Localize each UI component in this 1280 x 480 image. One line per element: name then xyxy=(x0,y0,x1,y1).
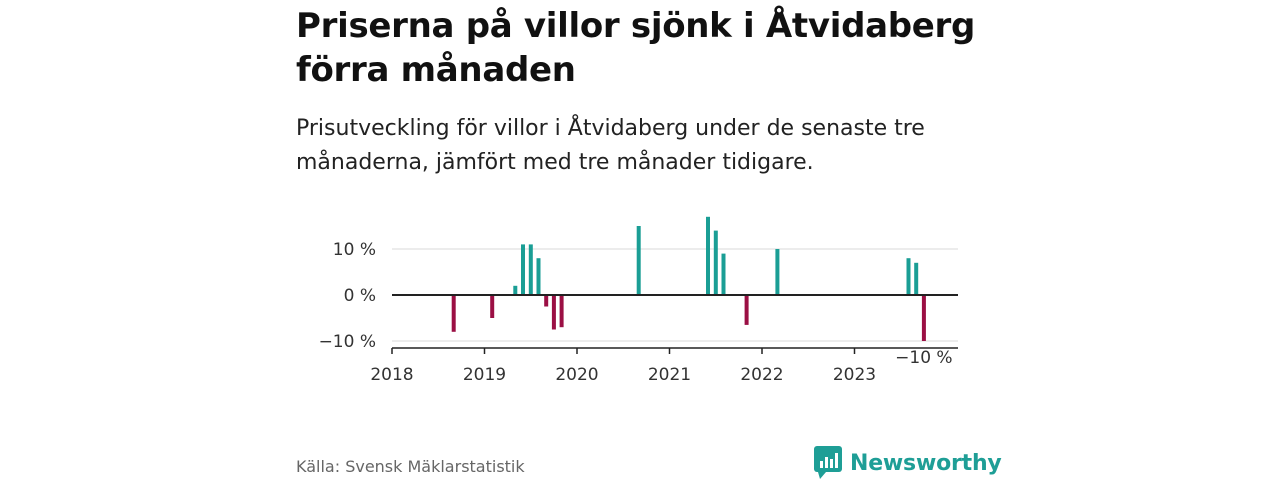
newsworthy-logo-text: Newsworthy xyxy=(850,450,1002,476)
bar xyxy=(521,244,525,295)
y-tick-label: −10 % xyxy=(319,332,376,352)
y-tick-label: 10 % xyxy=(333,240,376,260)
x-tick-label: 2018 xyxy=(370,365,413,385)
grid-lines xyxy=(392,248,958,342)
bar xyxy=(744,295,749,325)
bar xyxy=(528,244,533,295)
chart-title: Priserna på villor sjönk i Åtvidaberg fö… xyxy=(296,6,976,90)
bar xyxy=(921,295,926,341)
latest-value-label: −10 % xyxy=(895,348,952,368)
bar xyxy=(906,258,911,295)
x-tick-label: 2021 xyxy=(648,365,691,385)
newsworthy-logo: Newsworthy xyxy=(814,446,1002,480)
bar xyxy=(451,295,456,332)
bar xyxy=(559,295,564,328)
bar-chart: 10 % 0 % −10 % 2018 2019 2020 2021 2022 2023 −10 … xyxy=(319,216,958,385)
bar xyxy=(490,295,495,318)
axes: 10 % 0 % −10 % 2018 2019 2020 2021 2022 2023 −10 … xyxy=(319,240,958,385)
chart-subtitle: Prisutveckling för villor i Åtvidaberg u… xyxy=(296,116,925,175)
x-tick-label: 2023 xyxy=(833,365,876,385)
bar xyxy=(536,258,541,295)
bar xyxy=(513,285,518,295)
bar xyxy=(914,262,919,295)
source-note: Källa: Svensk Mäklarstatistik xyxy=(296,457,525,476)
bar xyxy=(551,295,556,330)
x-tick-label: 2020 xyxy=(555,365,598,385)
bar xyxy=(706,216,710,295)
x-tick-label: 2019 xyxy=(463,365,506,385)
bar xyxy=(636,226,641,295)
bar xyxy=(775,249,780,295)
bars xyxy=(451,216,926,341)
x-tick-label: 2022 xyxy=(740,365,783,385)
bar xyxy=(544,295,549,307)
newsworthy-logo-icon xyxy=(814,446,842,479)
bar xyxy=(713,230,718,295)
bar xyxy=(721,253,726,295)
y-tick-label: 0 % xyxy=(344,286,376,306)
